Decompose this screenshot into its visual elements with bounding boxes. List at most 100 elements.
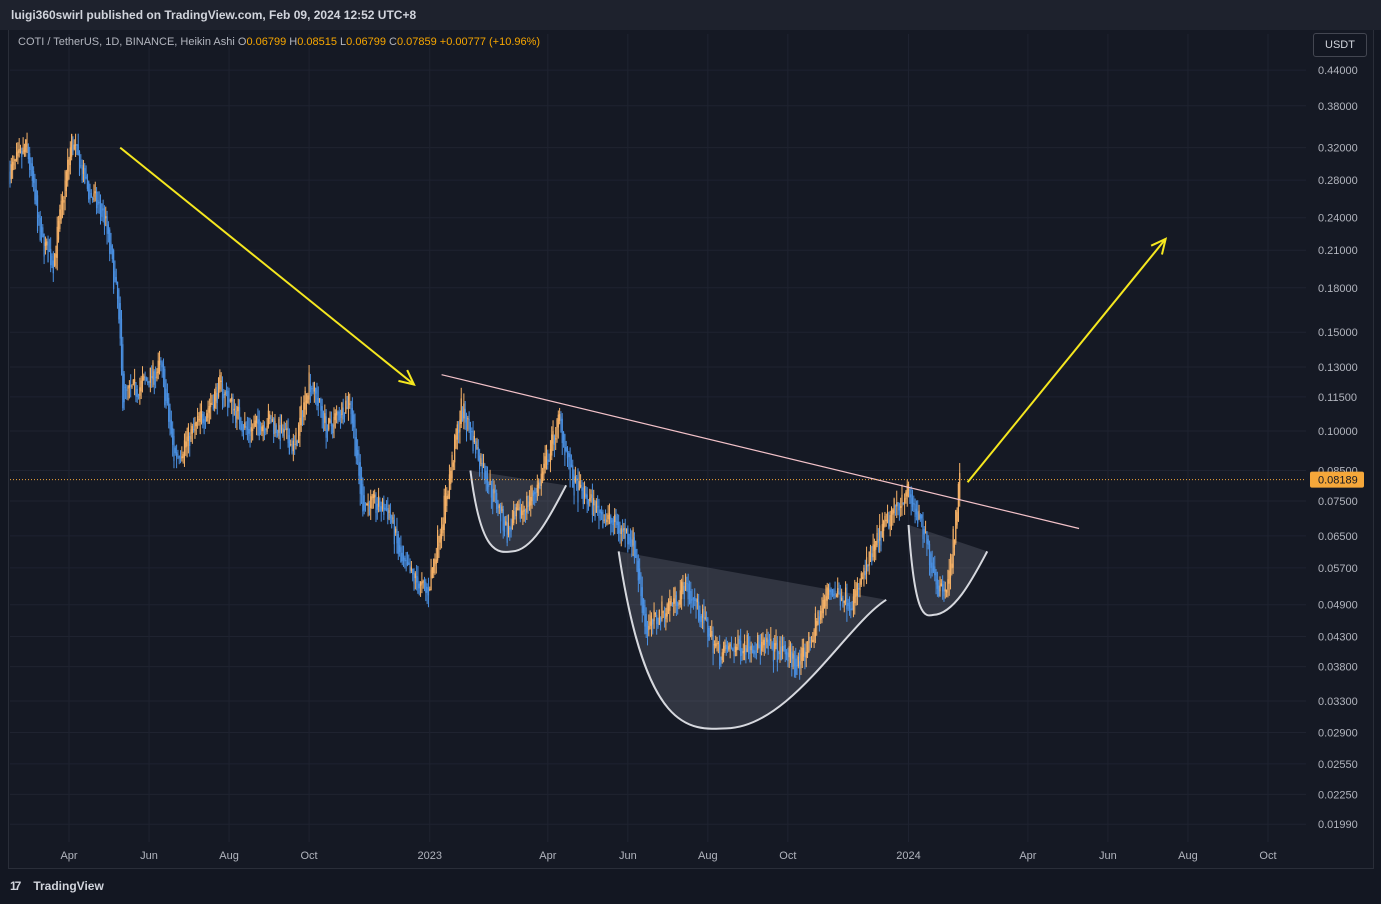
candle-body	[582, 487, 584, 505]
candle-body	[785, 651, 788, 656]
candle-body	[750, 645, 752, 651]
candle-body	[780, 646, 782, 661]
candle-body	[200, 411, 203, 418]
candle-body	[330, 420, 332, 427]
breakout-arrow-head	[1150, 237, 1168, 255]
candle-body	[35, 189, 37, 205]
candle-body	[321, 406, 323, 419]
candle-body	[465, 414, 468, 430]
candle-body	[135, 382, 137, 397]
candle-body	[315, 387, 317, 394]
y-tick-label: 0.02550	[1318, 759, 1358, 771]
currency-button[interactable]: USDT	[1313, 33, 1367, 57]
candle-body	[25, 139, 27, 153]
candle-body	[499, 504, 502, 522]
candle-body	[649, 621, 651, 626]
candle-body	[475, 441, 477, 454]
candle-body	[746, 634, 748, 652]
candle-body	[873, 544, 876, 551]
candle-body	[182, 454, 184, 459]
candle-body	[810, 640, 813, 642]
symbol-title[interactable]: COTI / TetherUS, 1D, BINANCE, Heikin Ash…	[18, 36, 235, 48]
candle-body	[897, 502, 899, 504]
candle-body	[528, 501, 531, 507]
candle-body	[835, 595, 837, 597]
candle-body	[76, 144, 78, 146]
candle-body	[877, 539, 879, 543]
candle-body	[288, 435, 291, 455]
candle-body	[688, 590, 691, 594]
candle-body	[258, 419, 260, 436]
candle-body	[904, 498, 906, 504]
candle-body	[869, 546, 872, 557]
candle-body	[84, 168, 86, 184]
candle-body	[783, 646, 785, 648]
candle-body	[421, 581, 423, 585]
candle-body	[160, 360, 162, 363]
candle-body	[106, 216, 108, 234]
candle-body	[494, 490, 496, 493]
candle-body	[166, 393, 169, 404]
candle-body	[480, 458, 482, 464]
candle-body	[423, 580, 426, 587]
candle-body	[339, 414, 342, 418]
candle-body	[886, 512, 889, 523]
candle-body	[753, 649, 755, 654]
high-label: H	[289, 36, 298, 48]
candle-body	[351, 408, 353, 424]
candle-body	[429, 589, 431, 591]
candle-body	[725, 644, 727, 650]
candle-body	[879, 525, 881, 541]
candle-body	[23, 149, 26, 152]
candle-body	[650, 615, 653, 626]
x-tick-label: Jun	[1099, 850, 1117, 862]
candle-body	[843, 601, 845, 603]
candle-body	[92, 197, 94, 200]
candle-body	[223, 393, 225, 399]
candle-body	[829, 589, 831, 593]
candle-body	[823, 599, 826, 609]
candle-body	[259, 426, 262, 435]
x-tick-label: Aug	[219, 850, 239, 862]
candle-body	[901, 494, 903, 507]
close-label: C	[389, 36, 397, 48]
candle-body	[674, 587, 676, 604]
candle-body	[585, 493, 587, 498]
candle-body	[286, 428, 288, 431]
candle-body	[644, 604, 646, 627]
candle-body	[250, 427, 252, 432]
candle-body	[118, 289, 120, 320]
candle-body	[503, 519, 506, 533]
x-tick-label: 2023	[418, 850, 442, 862]
candle-body	[151, 376, 153, 378]
candle-body	[468, 418, 470, 430]
candle-body	[778, 652, 780, 654]
candle-body	[231, 397, 233, 402]
candle-body	[195, 422, 197, 427]
candle-body	[872, 544, 874, 558]
candle-body	[178, 455, 180, 459]
change-value: +0.00777 (+10.96%)	[439, 36, 541, 48]
candle-body	[602, 511, 604, 528]
candle-body	[536, 484, 538, 493]
candle-body	[381, 499, 384, 509]
candle-body	[898, 503, 900, 511]
candle-body	[131, 386, 133, 388]
candle-body	[816, 621, 818, 627]
candle-body	[761, 641, 763, 651]
candle-body	[888, 519, 890, 529]
candle-body	[745, 648, 747, 655]
candle-body	[700, 616, 702, 622]
candle-body	[440, 526, 443, 539]
candle-body	[905, 492, 907, 500]
candle-body	[653, 610, 655, 622]
x-tick-label: Oct	[301, 850, 318, 862]
candle-body	[144, 376, 146, 379]
candle-body	[902, 502, 904, 504]
candle-body	[48, 249, 50, 252]
candle-body	[803, 647, 805, 657]
candle-body	[14, 159, 16, 161]
brand[interactable]: 17 TradingView	[10, 879, 104, 893]
candle-body	[747, 642, 750, 649]
